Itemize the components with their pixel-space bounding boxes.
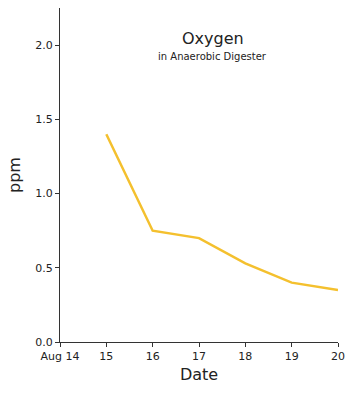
svg-text:0.0: 0.0 xyxy=(35,336,53,349)
svg-text:1.0: 1.0 xyxy=(35,187,53,200)
svg-text:Date: Date xyxy=(180,365,218,384)
svg-text:2.0: 2.0 xyxy=(35,39,53,52)
svg-text:17: 17 xyxy=(192,350,206,363)
svg-text:16: 16 xyxy=(146,350,160,363)
svg-text:in Anaerobic Digester: in Anaerobic Digester xyxy=(158,51,267,62)
svg-text:ppm: ppm xyxy=(5,157,24,193)
svg-text:18: 18 xyxy=(238,350,252,363)
svg-text:19: 19 xyxy=(285,350,299,363)
svg-text:0.5: 0.5 xyxy=(35,262,53,275)
svg-text:1.5: 1.5 xyxy=(35,113,53,126)
svg-text:15: 15 xyxy=(99,350,113,363)
svg-text:Oxygen: Oxygen xyxy=(182,29,244,48)
svg-text:20: 20 xyxy=(331,350,345,363)
svg-text:Aug 14: Aug 14 xyxy=(41,350,80,363)
